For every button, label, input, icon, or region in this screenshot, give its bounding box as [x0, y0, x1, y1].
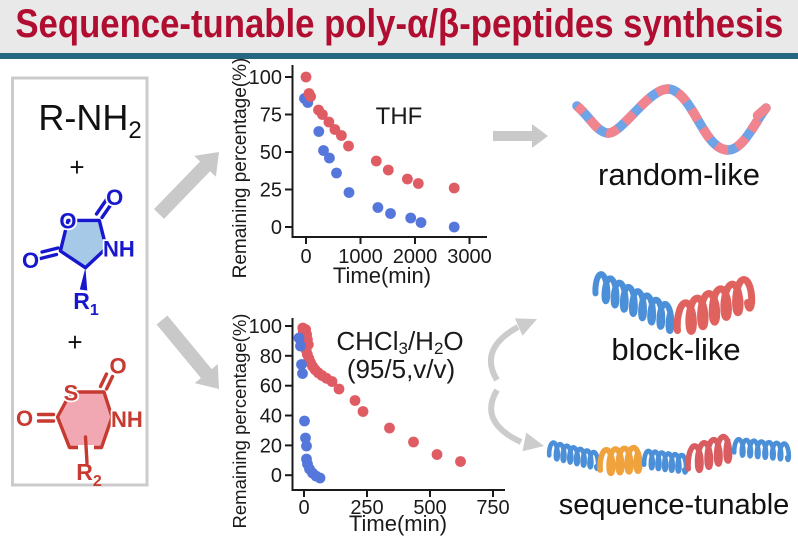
svg-text:1000: 1000: [338, 246, 383, 268]
svg-text:500: 500: [413, 497, 446, 519]
svg-text:R-NH2: R-NH2: [38, 97, 141, 144]
svg-text:random-like: random-like: [598, 157, 760, 192]
svg-text:100: 100: [249, 67, 282, 89]
svg-text:Time(min): Time(min): [333, 263, 431, 288]
svg-text:O: O: [22, 248, 39, 273]
svg-text:750: 750: [476, 497, 509, 519]
svg-text:(95/5,v/v): (95/5,v/v): [347, 354, 455, 384]
svg-text:0: 0: [298, 497, 309, 519]
svg-text:NH: NH: [111, 407, 143, 432]
svg-text:O: O: [109, 354, 126, 379]
svg-text:2000: 2000: [393, 246, 438, 268]
svg-text:40: 40: [260, 406, 282, 428]
svg-text:THF: THF: [376, 103, 423, 130]
svg-text:block-like: block-like: [611, 332, 740, 367]
svg-text:80: 80: [260, 346, 282, 368]
svg-text:3000: 3000: [447, 246, 492, 268]
svg-text:20: 20: [260, 435, 282, 457]
svg-text:25: 25: [260, 180, 282, 202]
svg-text:+: +: [69, 152, 84, 182]
svg-text:O: O: [59, 208, 76, 233]
svg-text:0: 0: [271, 465, 282, 487]
svg-text:0: 0: [300, 246, 311, 268]
svg-text:0: 0: [271, 217, 282, 239]
svg-text:CHCl3/H2O: CHCl3/H2O: [336, 326, 463, 358]
svg-text:Remaining percentage(%): Remaining percentage(%): [229, 314, 250, 529]
svg-text:O: O: [106, 185, 123, 210]
svg-text:sequence-tunable: sequence-tunable: [559, 489, 790, 521]
svg-text:Remaining percentage(%): Remaining percentage(%): [230, 58, 251, 279]
svg-text:+: +: [67, 327, 82, 357]
svg-text:50: 50: [260, 142, 282, 164]
svg-text:60: 60: [260, 376, 282, 398]
svg-text:Time(min): Time(min): [349, 511, 447, 536]
svg-text:S: S: [64, 381, 79, 406]
svg-text:100: 100: [249, 316, 282, 338]
svg-text:75: 75: [260, 105, 282, 127]
svg-text:NH: NH: [103, 237, 135, 262]
svg-text:O: O: [16, 406, 33, 431]
svg-text:250: 250: [350, 497, 383, 519]
